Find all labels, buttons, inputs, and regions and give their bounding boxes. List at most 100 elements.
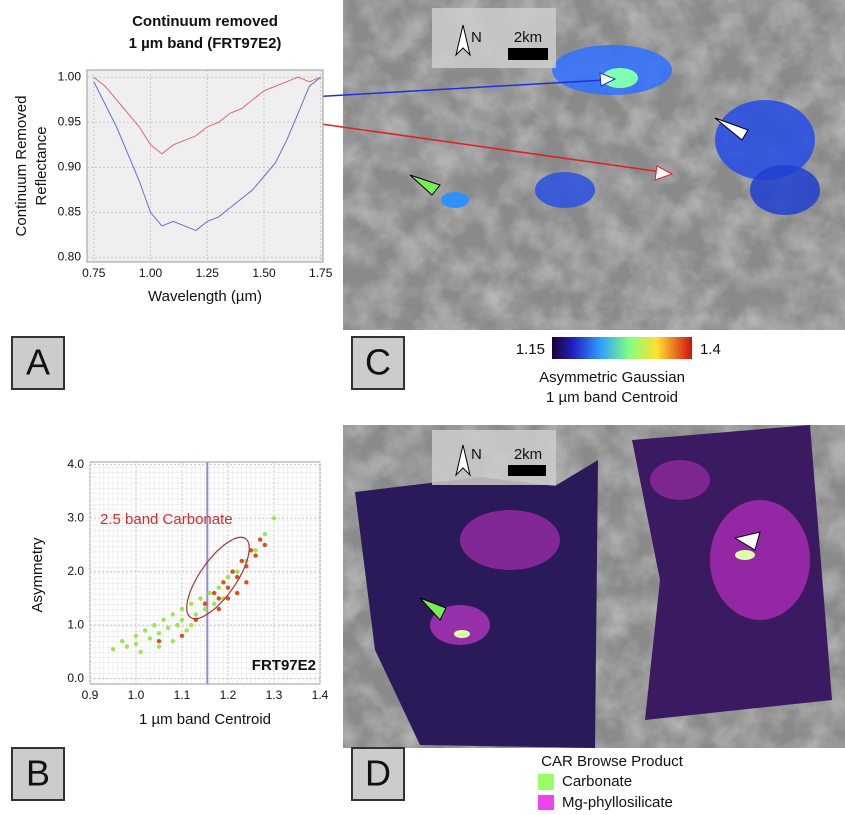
legend-label: Mg-phyllosilicate	[562, 794, 673, 810]
scatter-point	[217, 596, 221, 600]
scatter-point	[171, 612, 175, 616]
y-tick-label: 4.0	[67, 457, 84, 471]
y-tick-label: 3.0	[67, 510, 84, 524]
scatter-point	[184, 628, 188, 632]
x-tick-label: 1.0	[128, 688, 145, 702]
y-tick-label: 0.0	[67, 671, 84, 685]
panel-label: C	[365, 342, 391, 383]
colorbar-min: 1.15	[516, 341, 545, 358]
x-tick-label: 0.9	[82, 688, 99, 702]
map-c	[343, 0, 845, 330]
scatter-point	[138, 650, 142, 654]
x-tick-label: 1.25	[196, 266, 220, 280]
colorbar-max: 1.4	[700, 341, 721, 358]
scatter-point	[226, 575, 230, 579]
panel-label: B	[26, 753, 50, 794]
scale-label: 2km	[514, 29, 542, 46]
scatter-point	[203, 607, 207, 611]
scatter-point	[253, 548, 257, 552]
scatter-point	[253, 553, 257, 557]
colorbar-title: 1 µm band Centroid	[546, 389, 678, 406]
y-tick-label: 0.80	[58, 250, 82, 264]
annotation: 2.5 band Carbonate	[100, 511, 233, 528]
scatter-point	[263, 532, 267, 536]
scatter-point	[157, 639, 161, 643]
scatter-point	[198, 596, 202, 600]
north-label: N	[471, 446, 482, 463]
scatter-point	[134, 634, 138, 638]
y-tick-label: 0.85	[58, 205, 82, 219]
scatter-point	[203, 602, 207, 606]
legend-title: CAR Browse Product	[541, 753, 684, 770]
scatter-point	[180, 634, 184, 638]
figure: N 2km N 2km A B C D 1.15 1.4 Asymmetric …	[0, 0, 845, 810]
colorbar: 1.15 1.4 Asymmetric Gaussian 1 µm band C…	[516, 337, 721, 406]
scatter-point	[194, 612, 198, 616]
x-tick-label: 1.00	[139, 266, 163, 280]
scatter-point	[180, 607, 184, 611]
y-axis-label: Asymmetry	[29, 537, 46, 613]
map-d	[343, 425, 845, 748]
scatter-point	[180, 618, 184, 622]
page: N 2km N 2km A B C D 1.15 1.4 Asymmetric …	[0, 0, 845, 810]
scatter-point	[244, 580, 248, 584]
scatter-point	[235, 591, 239, 595]
x-tick-label: 1.50	[252, 266, 276, 280]
scatter-point	[207, 591, 211, 595]
x-tick-label: 1.3	[266, 688, 283, 702]
scale-label: 2km	[514, 446, 542, 463]
scatter-point	[272, 516, 276, 520]
scatter-point	[161, 618, 165, 622]
chart-title: Continuum removed	[132, 13, 278, 30]
scatter-point	[263, 543, 267, 547]
x-tick-label: 1.4	[312, 688, 329, 702]
y-tick-label: 2.0	[67, 564, 84, 578]
scatter-point	[212, 602, 216, 606]
x-tick-label: 1.1	[174, 688, 191, 702]
scatter-point	[134, 642, 138, 646]
legend-label: Carbonate	[562, 773, 632, 790]
scatter-point	[221, 580, 225, 584]
y-axis-label: Continuum Removed	[13, 96, 30, 237]
scatter-point	[120, 639, 124, 643]
chart-title: 1 µm band (FRT97E2)	[129, 35, 282, 52]
x-tick-label: 1.75	[309, 266, 333, 280]
scatter-point	[157, 644, 161, 648]
x-tick-label: 0.75	[82, 266, 106, 280]
scatter-point	[143, 628, 147, 632]
panel-label: A	[26, 342, 50, 383]
plot-area	[87, 70, 323, 262]
scatter-point	[189, 623, 193, 627]
scatter-point	[240, 559, 244, 563]
scatter-point	[148, 636, 152, 640]
scatter-point	[230, 569, 234, 573]
scatter-point	[152, 623, 156, 627]
x-axis-label: 1 µm band Centroid	[139, 711, 271, 728]
y-tick-label: 1.0	[67, 617, 84, 631]
scatter-point	[226, 586, 230, 590]
x-axis-label: Wavelength (µm)	[148, 288, 262, 305]
scatter-point	[217, 586, 221, 590]
scatter-point	[175, 623, 179, 627]
scatter-point	[258, 537, 262, 541]
y-tick-label: 1.00	[58, 69, 82, 83]
scatter-point	[157, 631, 161, 635]
y-axis-label: Reflectance	[33, 126, 50, 205]
scatter-point	[235, 569, 239, 573]
panel-label: D	[365, 753, 391, 794]
north-label: N	[471, 29, 482, 46]
scatter-point	[166, 626, 170, 630]
x-tick-label: 1.2	[220, 688, 237, 702]
colorbar-title: Asymmetric Gaussian	[539, 369, 685, 386]
legend: CAR Browse Product Carbonate Mg-phyllosil…	[538, 753, 684, 810]
legend-swatch	[538, 795, 554, 810]
scatter-point	[125, 644, 129, 648]
scatter-point	[111, 647, 115, 651]
y-tick-label: 0.90	[58, 160, 82, 174]
scatter-point	[212, 591, 216, 595]
legend-swatch	[538, 774, 554, 790]
scatter-point	[217, 607, 221, 611]
scatter-point	[171, 639, 175, 643]
scatter-point	[189, 602, 193, 606]
y-tick-label: 0.95	[58, 114, 82, 128]
